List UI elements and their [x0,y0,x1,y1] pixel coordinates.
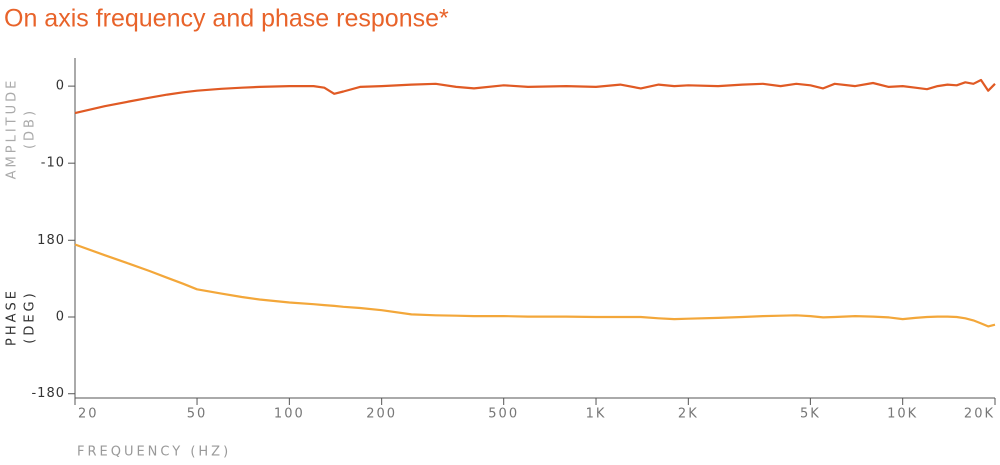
y-axis-label: PHASE [5,288,20,346]
x-tick-label: 10K [887,407,918,422]
data-line [74,78,996,115]
y-axis-label: AMPLITUDE [5,78,20,180]
data-line [74,243,996,328]
x-tick-label: 20 [78,407,99,422]
x-tick-label: 2K [678,407,699,422]
y-axis-label: (DB) [23,108,38,149]
y-tick-label: -10 [41,156,65,171]
x-tick-label: 5K [800,407,821,422]
y-tick-label: -180 [31,386,65,401]
x-tick-label: 500 [488,407,519,422]
y-tick-label: 180 [37,233,65,248]
x-tick-label: 20K [964,407,995,422]
x-axis-label: FREQUENCY (HZ) [77,445,231,460]
x-tick-label: 1K [586,407,607,422]
x-tick-label: 200 [366,407,397,422]
chart-title: On axis frequency and phase response* [4,5,449,33]
x-tick-label: 100 [274,407,305,422]
y-tick-label: 0 [56,310,65,325]
x-tick-label: 50 [187,407,208,422]
y-axis-label: (DEG) [23,290,38,343]
y-tick-label: 0 [56,79,65,94]
